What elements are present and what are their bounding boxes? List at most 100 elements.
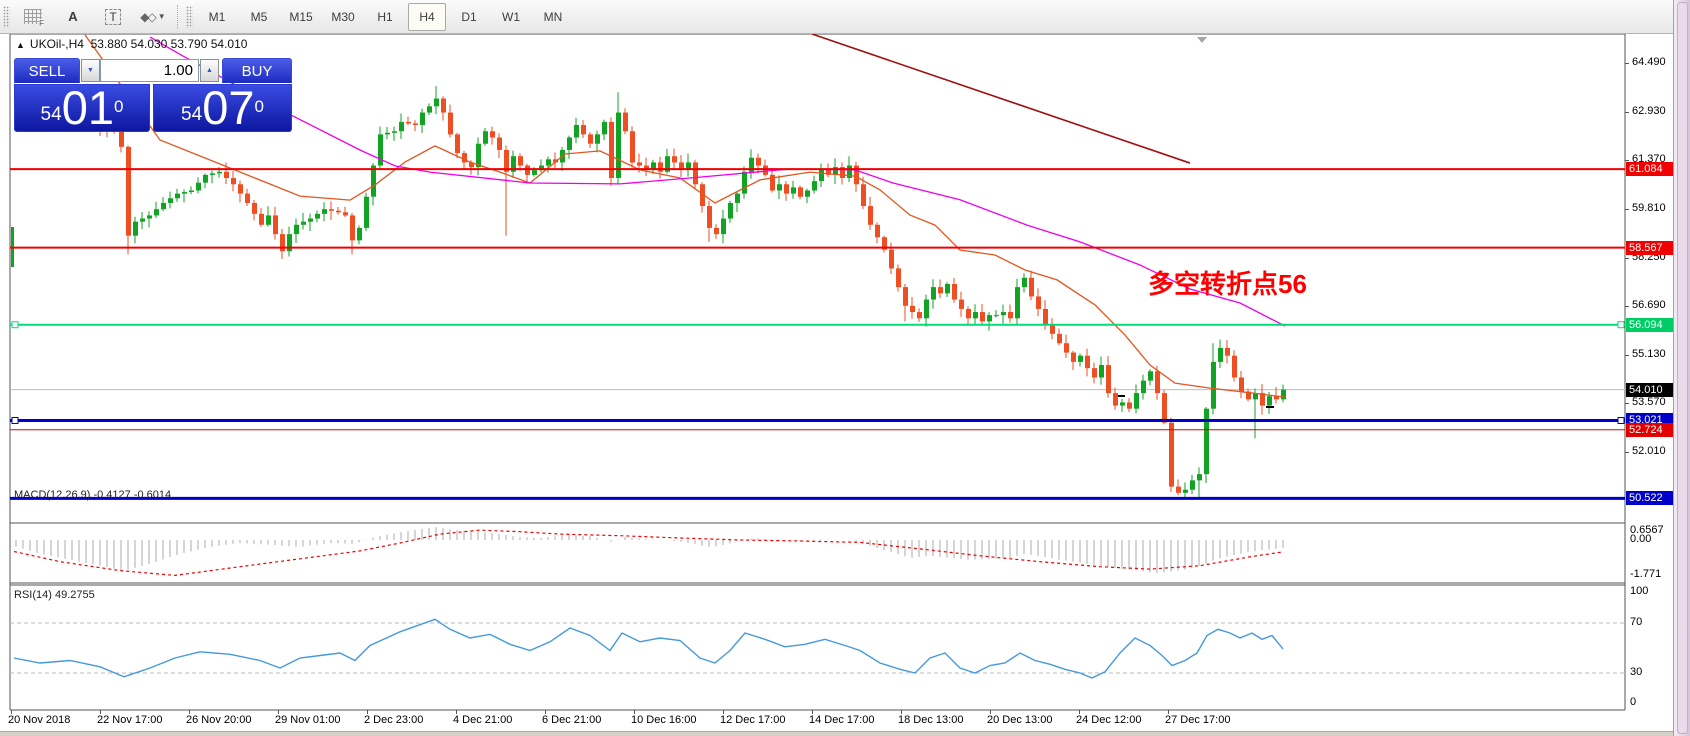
candle xyxy=(1253,393,1258,400)
time-tick xyxy=(1168,710,1169,714)
tf-m5-button[interactable]: M5 xyxy=(250,9,268,24)
candle xyxy=(1148,371,1153,381)
price-tick xyxy=(1625,160,1629,162)
candle xyxy=(714,227,719,235)
candle xyxy=(798,187,803,197)
candle xyxy=(252,202,257,214)
time-tick xyxy=(367,710,368,714)
candle xyxy=(308,218,313,222)
price-tick xyxy=(1625,63,1629,64)
tf-h4-button[interactable]: H4 xyxy=(408,2,446,31)
candle xyxy=(406,121,411,124)
tf-d1-button[interactable]: D1 xyxy=(461,9,477,24)
candle xyxy=(161,202,166,210)
candle xyxy=(861,184,866,207)
tf-mn-button[interactable]: MN xyxy=(543,9,563,24)
object-mark[interactable] xyxy=(1266,406,1274,408)
ma-slow-line[interactable] xyxy=(149,36,1286,327)
candle xyxy=(1029,277,1034,297)
toolbar-grip[interactable] xyxy=(3,5,10,28)
text-a-icon[interactable]: A xyxy=(68,9,78,24)
candle xyxy=(1204,408,1209,475)
candle xyxy=(476,143,481,168)
collapse-triangle-icon[interactable]: ▲ xyxy=(16,40,25,50)
time-tick xyxy=(189,710,190,714)
volume-decrease-button[interactable]: ▼ xyxy=(81,59,100,82)
candle xyxy=(896,268,901,288)
candle xyxy=(287,234,292,252)
vertical-scrollbar[interactable] xyxy=(1673,0,1690,736)
candle xyxy=(210,173,215,175)
volume-increase-button[interactable]: ▲ xyxy=(200,59,219,82)
candle xyxy=(728,202,733,219)
price-tag-58.567: 58.567 xyxy=(1626,240,1674,255)
tf-m15-button[interactable]: M15 xyxy=(289,9,313,24)
time-tick-label: 2 Dec 23:00 xyxy=(364,714,424,726)
time-tick xyxy=(1079,710,1080,714)
price-tick-label: 52.010 xyxy=(1632,445,1666,457)
candle xyxy=(1183,489,1188,493)
object-mark[interactable] xyxy=(1118,395,1125,397)
volume-input[interactable] xyxy=(100,59,199,82)
price-tick xyxy=(1625,452,1629,453)
candle xyxy=(966,308,971,319)
candle xyxy=(903,287,908,306)
tf-h1-button[interactable]: H1 xyxy=(377,9,393,24)
candle xyxy=(1218,347,1223,362)
grid-f-icon[interactable]: F xyxy=(15,3,51,31)
candle xyxy=(182,192,187,194)
candle xyxy=(1071,352,1076,362)
candle xyxy=(1239,377,1244,392)
candle xyxy=(784,184,789,194)
candles[interactable] xyxy=(14,86,1286,498)
time-tick-label: 26 Nov 20:00 xyxy=(186,714,252,726)
shapes-icon[interactable]: ◆◇ ▼ xyxy=(140,9,166,24)
candle xyxy=(574,125,579,138)
tf-m30-button[interactable]: M30 xyxy=(331,9,355,24)
candle xyxy=(259,213,264,225)
chart-canvas[interactable] xyxy=(0,34,1674,736)
toolbar-grip[interactable] xyxy=(186,5,193,28)
candle xyxy=(588,134,593,144)
trendline[interactable] xyxy=(811,34,1191,164)
candle xyxy=(203,174,208,183)
line-handle[interactable] xyxy=(11,416,19,424)
sell-price-display[interactable]: 54 01 0 xyxy=(14,84,150,132)
buy-price-display[interactable]: 54 07 0 xyxy=(153,84,292,132)
line-handle[interactable] xyxy=(1617,416,1625,424)
time-tick-label: 20 Nov 2018 xyxy=(8,714,71,726)
candle xyxy=(665,156,670,172)
line-handle[interactable] xyxy=(1617,321,1625,329)
text-box-icon[interactable]: T xyxy=(95,3,131,31)
candle xyxy=(266,215,271,225)
time-tick-label: 18 Dec 13:00 xyxy=(898,714,964,726)
line-handle[interactable] xyxy=(11,321,19,329)
price-tick xyxy=(1625,208,1629,210)
indicator-scale-label: 0 xyxy=(1630,696,1637,708)
candle xyxy=(581,125,586,135)
candle xyxy=(1064,343,1069,353)
candle xyxy=(931,287,936,300)
candle xyxy=(959,299,964,309)
chart-annotation-text[interactable]: 多空转折点56 xyxy=(1148,269,1307,299)
tf-m1-button[interactable]: M1 xyxy=(208,9,226,24)
candle xyxy=(448,112,453,135)
scrollbar-thumb[interactable] xyxy=(1677,2,1688,734)
chart-shift-marker[interactable] xyxy=(1197,37,1207,43)
price-tag-54.010: 54.010 xyxy=(1626,382,1674,397)
candle xyxy=(1267,396,1272,406)
candle xyxy=(245,193,250,203)
tf-w1-button[interactable]: W1 xyxy=(502,9,520,24)
time-tick xyxy=(990,710,991,714)
candle xyxy=(735,193,740,203)
candle xyxy=(945,283,950,294)
chart-area: ▲ UKOil-,H4 53.880 54.030 53.790 54.010 S… xyxy=(0,34,1674,736)
sell-button[interactable]: SELL xyxy=(14,58,80,83)
candle xyxy=(336,210,341,213)
buy-button[interactable]: BUY xyxy=(222,58,292,83)
price-tick xyxy=(1625,111,1629,113)
candle xyxy=(1190,480,1195,490)
candle xyxy=(1162,393,1167,423)
time-tick-label: 22 Nov 17:00 xyxy=(97,714,163,726)
